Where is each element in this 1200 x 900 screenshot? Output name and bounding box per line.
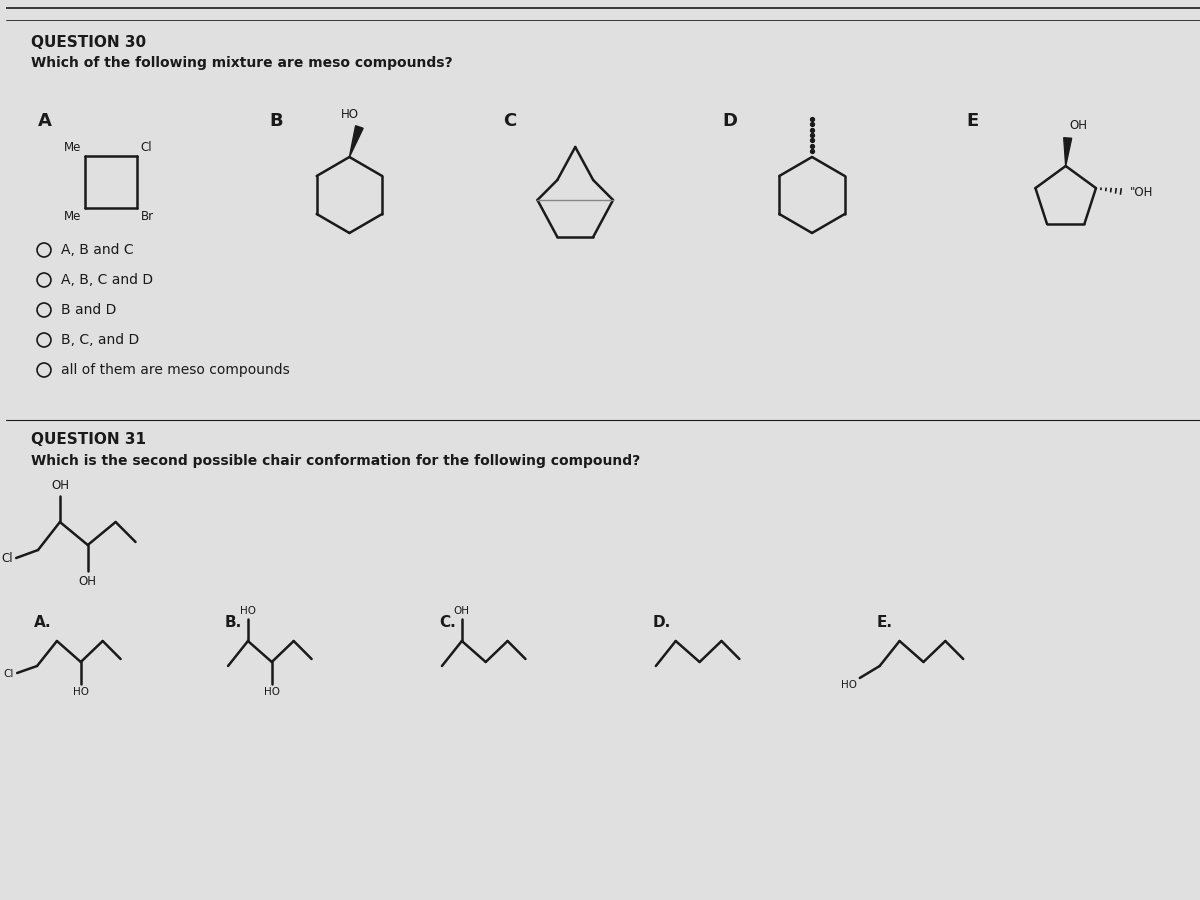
Text: HO: HO — [341, 108, 359, 121]
Text: OH: OH — [79, 575, 97, 588]
Text: Me: Me — [64, 141, 80, 154]
Text: A.: A. — [34, 615, 52, 630]
Text: OH: OH — [50, 479, 68, 492]
Text: all of them are meso compounds: all of them are meso compounds — [61, 363, 289, 377]
Polygon shape — [349, 126, 364, 157]
Text: OH: OH — [1069, 119, 1087, 132]
Text: QUESTION 30: QUESTION 30 — [31, 35, 146, 50]
Text: B.: B. — [226, 615, 242, 630]
Text: "OH: "OH — [1129, 185, 1153, 199]
Text: Which of the following mixture are meso compounds?: Which of the following mixture are meso … — [31, 56, 452, 70]
Text: B, C, and D: B, C, and D — [61, 333, 139, 347]
Text: E: E — [966, 112, 978, 130]
Text: A: A — [38, 112, 52, 130]
Text: Br: Br — [140, 210, 154, 223]
Text: HO: HO — [240, 606, 256, 616]
Text: HO: HO — [264, 687, 280, 697]
Text: A, B and C: A, B and C — [61, 243, 133, 257]
Text: B: B — [270, 112, 283, 130]
Polygon shape — [1063, 138, 1072, 166]
Text: Which is the second possible chair conformation for the following compound?: Which is the second possible chair confo… — [31, 454, 641, 468]
Text: Cl: Cl — [4, 669, 14, 679]
Text: Cl: Cl — [1, 553, 13, 565]
Text: QUESTION 31: QUESTION 31 — [31, 432, 146, 447]
Text: E.: E. — [877, 615, 893, 630]
Text: C.: C. — [439, 615, 456, 630]
Text: C: C — [504, 112, 517, 130]
Text: D: D — [722, 112, 738, 130]
Text: OH: OH — [454, 606, 470, 616]
Text: A, B, C and D: A, B, C and D — [61, 273, 154, 287]
Text: HO: HO — [841, 680, 857, 690]
Text: Me: Me — [64, 210, 80, 223]
Text: D.: D. — [653, 615, 671, 630]
Text: HO: HO — [73, 687, 89, 697]
Text: Cl: Cl — [140, 141, 152, 154]
Text: B and D: B and D — [61, 303, 116, 317]
